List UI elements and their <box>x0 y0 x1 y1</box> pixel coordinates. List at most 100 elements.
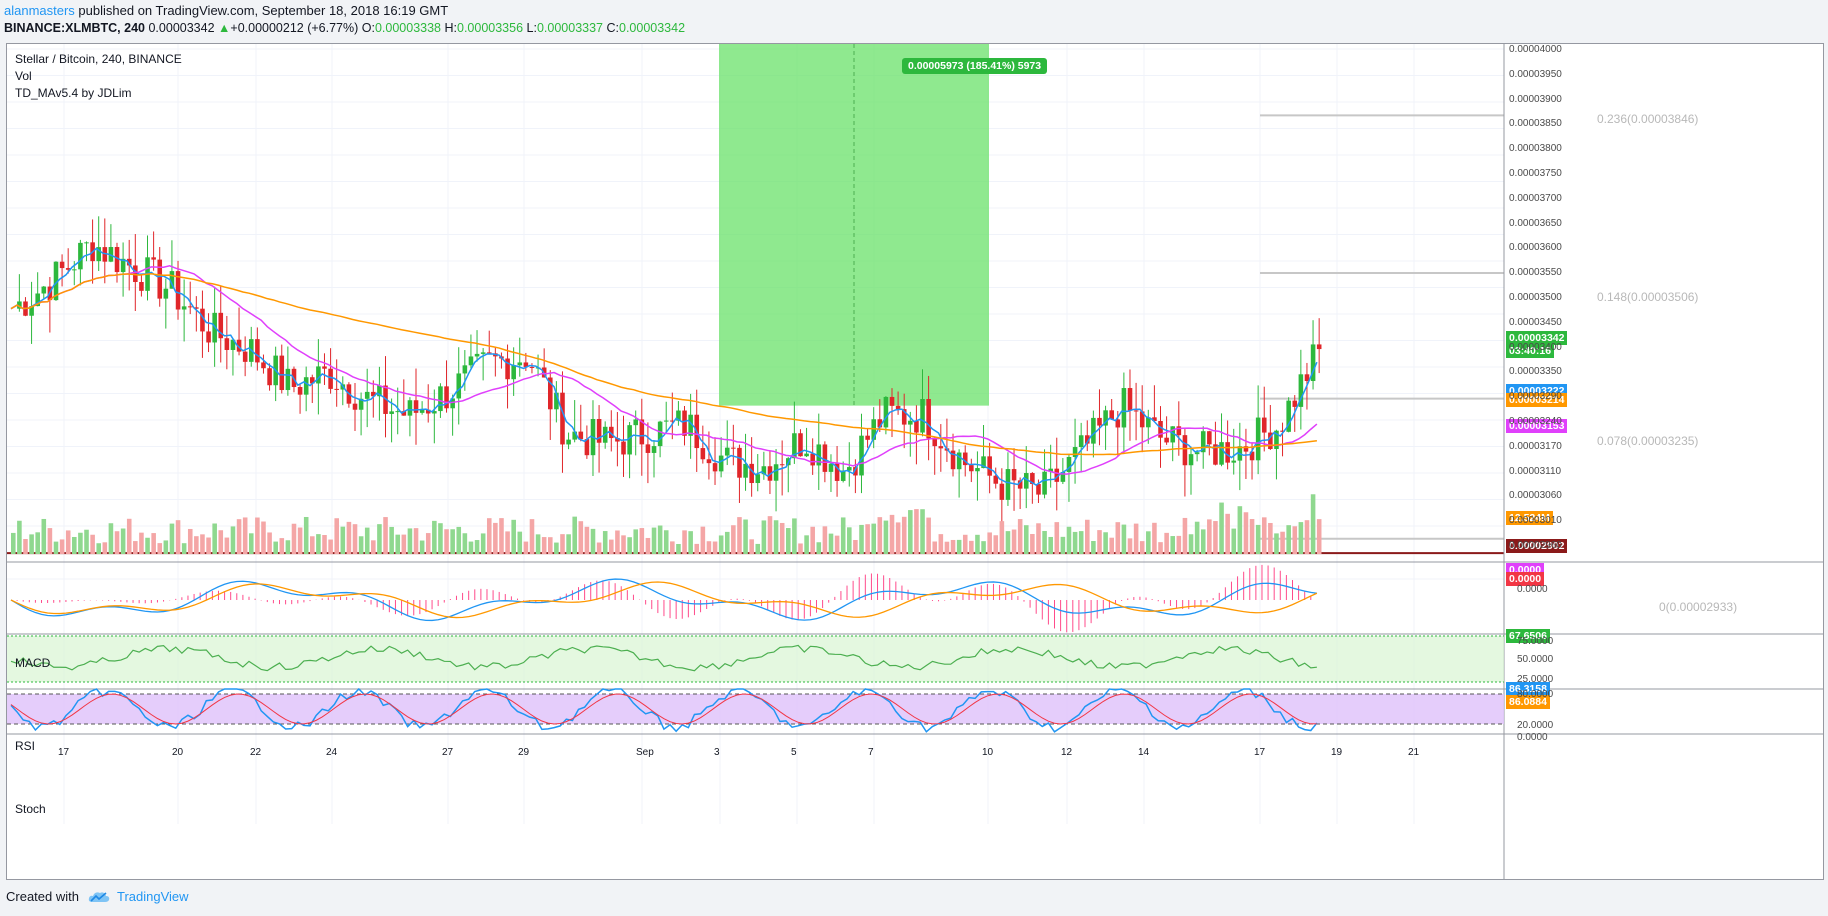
volume-bar <box>139 532 144 554</box>
volume-bar <box>944 541 950 554</box>
chart-canvas[interactable] <box>7 44 1823 879</box>
volume-bar <box>975 534 980 554</box>
candle-body <box>1225 442 1230 463</box>
volume-bar <box>908 510 913 554</box>
candle-body <box>163 288 169 299</box>
candle-body <box>859 435 864 476</box>
volume-bar <box>1304 520 1310 554</box>
tradingview-link[interactable]: TradingView <box>87 889 189 904</box>
price-axis-tick: 0.00003240 <box>1509 416 1562 427</box>
volume-bar <box>779 522 785 554</box>
candle-body <box>676 410 681 421</box>
volume-bar <box>633 529 639 554</box>
volume-bar <box>1292 526 1298 554</box>
candle-body <box>151 257 156 260</box>
volume-bar <box>590 528 596 554</box>
candle-body <box>621 441 626 455</box>
candle-body <box>1017 480 1023 489</box>
volume-bar <box>737 517 742 554</box>
candle-body <box>486 352 492 354</box>
volume-bar <box>1109 537 1114 554</box>
volume-bar <box>102 542 108 554</box>
candle-body <box>53 261 59 301</box>
candle-body <box>285 368 291 391</box>
price-axis-tick: 0.00002960 <box>1509 540 1562 551</box>
candle-body <box>1280 430 1285 432</box>
indicator-axis-tick: 75.0000 <box>1517 636 1554 647</box>
volume-bar <box>1072 531 1078 554</box>
volume-bar <box>987 532 992 554</box>
time-axis-label: 12 <box>1061 747 1073 758</box>
author-link[interactable]: alanmasters <box>4 3 75 18</box>
volume-bar <box>1017 519 1023 554</box>
indicator-axis-tick: 25.0000 <box>1517 674 1554 685</box>
fib-label-0148: 0.148(0.00003506) <box>1597 290 1699 304</box>
volume-bar <box>218 530 224 554</box>
candle-body <box>1054 468 1060 482</box>
candle-body <box>1011 469 1017 481</box>
price-axis-tick: 0.00004000 <box>1509 44 1562 55</box>
created-with-text: Created with <box>6 889 79 904</box>
candle-body <box>1176 426 1182 436</box>
volume-bar <box>517 531 523 554</box>
tradingview-cloud-icon <box>88 891 110 902</box>
volume-bar <box>419 540 425 554</box>
volume-bar <box>41 518 47 554</box>
candle-body <box>1097 417 1102 426</box>
candle-body <box>920 399 925 433</box>
volume-bar <box>651 527 657 554</box>
volume-bar <box>96 543 102 554</box>
candle-body <box>102 247 108 262</box>
candle-body <box>529 366 535 368</box>
volume-bar <box>114 531 120 554</box>
candle-body <box>1060 471 1066 482</box>
volume-bar <box>297 527 303 554</box>
volume-bar <box>840 517 846 554</box>
up-arrow-icon: ▲ <box>218 21 231 35</box>
candle-body <box>718 455 724 472</box>
candle-body <box>548 377 553 410</box>
volume-bar <box>584 526 590 554</box>
volume-bar <box>1280 531 1285 554</box>
time-axis-label: 7 <box>868 747 874 758</box>
candle-body <box>914 420 919 433</box>
candle-body <box>938 446 944 449</box>
publish-header: alanmasters published on TradingView.com… <box>4 3 448 18</box>
candle-body <box>1274 430 1279 449</box>
candle-body <box>987 456 992 476</box>
volume-bar <box>310 536 315 554</box>
volume-bar <box>1042 530 1047 554</box>
candle-body <box>633 419 639 426</box>
candle-body <box>200 308 205 332</box>
measure-box <box>719 44 989 406</box>
candle-body <box>1188 454 1194 466</box>
footer: Created with TradingView <box>6 889 189 904</box>
candle-body <box>645 444 651 453</box>
price-label: 67.6506 <box>1506 629 1550 643</box>
volume-bar <box>1127 538 1133 554</box>
fib-label-0236: 0.236(0.00003846) <box>1597 112 1699 126</box>
volume-bar <box>1255 524 1261 554</box>
time-axis-label: 27 <box>442 747 454 758</box>
volume-bar <box>377 524 382 554</box>
candle-body <box>59 261 65 269</box>
high-value: 0.00003356 <box>457 21 524 35</box>
candle-body <box>303 377 309 395</box>
volume-bar <box>932 541 938 554</box>
volume-bar <box>493 522 498 554</box>
volume-bar <box>1268 522 1273 554</box>
candle-body <box>78 242 83 270</box>
volume-bar <box>1243 512 1249 554</box>
candle-body <box>297 387 303 395</box>
time-axis-label: 29 <box>518 747 530 758</box>
time-axis-label: 10 <box>982 747 994 758</box>
candle-body <box>889 396 895 406</box>
candle-body <box>749 463 754 484</box>
chart-area[interactable]: Stellar / Bitcoin, 240, BINANCE Vol TD_M… <box>6 43 1824 880</box>
volume-bar <box>1133 523 1139 554</box>
rsi-line <box>10 644 1317 672</box>
volume-bar <box>1200 529 1206 554</box>
volume-bar <box>468 541 474 554</box>
candle-body <box>834 463 840 481</box>
volume-bar <box>1158 542 1163 554</box>
